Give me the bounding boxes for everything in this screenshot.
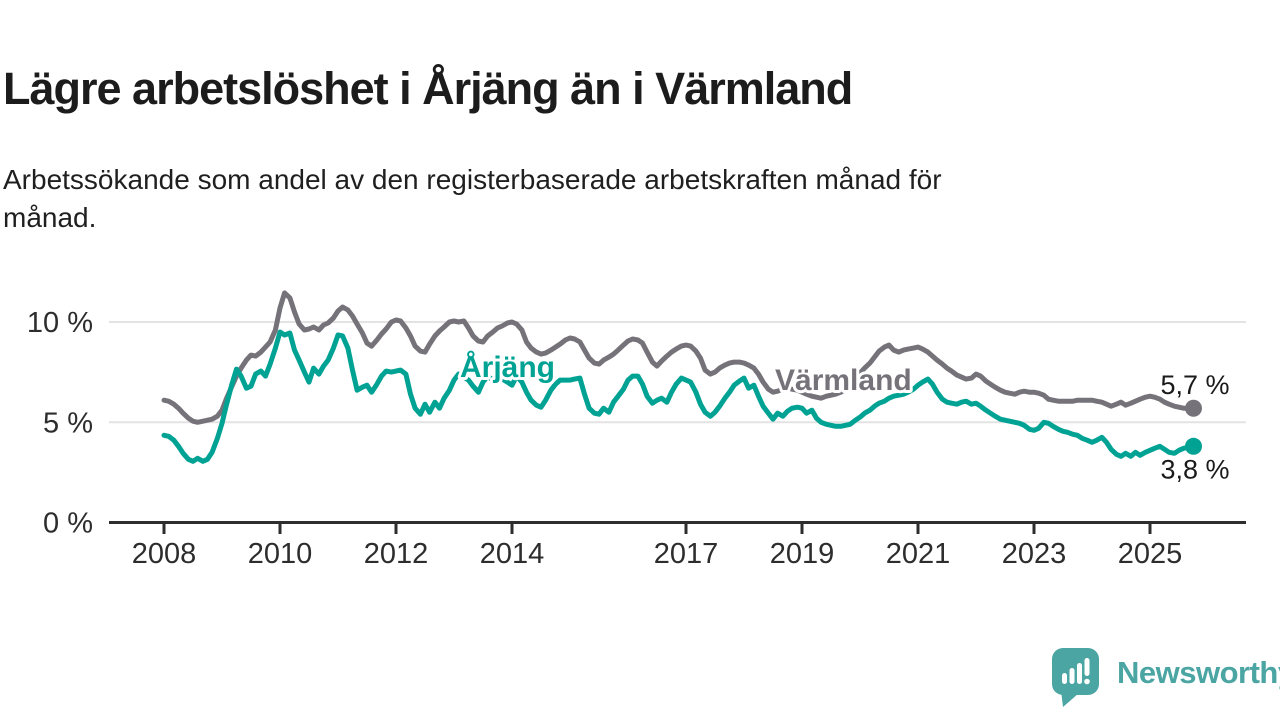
x-axis-tick-label: 2023	[1002, 538, 1067, 570]
chart-title: Lägre arbetslöshet i Årjäng än i Värmlan…	[3, 63, 853, 115]
logo-bar-small	[1062, 673, 1067, 684]
logo-exclamation-bar	[1084, 658, 1090, 676]
logo-exclamation-dot	[1084, 678, 1090, 685]
x-axis-tick-label: 2019	[770, 538, 835, 570]
chart-subtitle: Arbetssökande som andel av den registerb…	[3, 164, 942, 233]
x-axis-tick-label: 2025	[1118, 538, 1183, 570]
series-end-dot-varmland	[1185, 399, 1202, 417]
x-axis-tick-label: 2021	[886, 538, 951, 570]
newsworthy-logo-icon	[1052, 648, 1099, 707]
x-axis-tick-label: 2014	[480, 538, 545, 570]
newsworthy-logo: Newsworthy	[1050, 646, 1280, 708]
y-axis-tick-label: 10 %	[27, 307, 93, 339]
line-chart: 10 % 5 % 0 % 2008 2010 2012 2014 2017 2019 2021 20…	[27, 290, 1246, 570]
series-line-varmland	[161, 290, 1196, 425]
y-axis-tick-label: 0 %	[43, 508, 93, 540]
y-axis-tick-label: 5 %	[43, 407, 93, 439]
logo-bar-medium	[1069, 668, 1075, 684]
series-label-varmland: Värmland	[775, 364, 912, 397]
series-end-label-arjang: 3,8 %	[1161, 454, 1230, 484]
x-axis-tick-label: 2017	[654, 538, 719, 570]
series-end-dot-arjang	[1185, 437, 1202, 455]
series-end-label-varmland: 5,7 %	[1161, 370, 1230, 400]
x-axis-tick-label: 2012	[364, 538, 429, 570]
logo-bar-tall	[1077, 663, 1082, 684]
series-label-arjang: Årjäng	[460, 351, 555, 384]
newsworthy-logo-text: Newsworthy	[1117, 655, 1280, 690]
x-axis-tick-label: 2010	[248, 538, 313, 570]
x-axis-tick-label: 2008	[132, 538, 197, 570]
series-line-arjang	[161, 329, 1196, 464]
